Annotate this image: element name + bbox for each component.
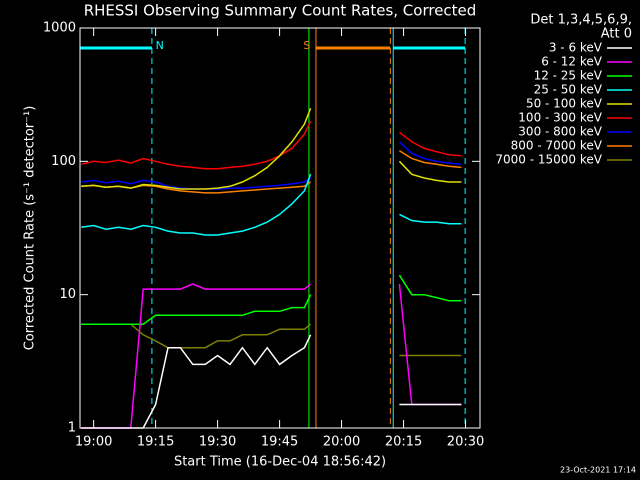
legend-label: 300 - 800 keV	[518, 125, 602, 139]
footer: 23-Oct-2021 17:14	[560, 466, 636, 475]
x-tick-label: 19:30	[199, 435, 236, 450]
x-tick-label: 20:15	[385, 435, 422, 450]
legend-label: 50 - 100 keV	[526, 97, 603, 111]
annotation: S	[303, 39, 310, 52]
legend-label: 12 - 25 keV	[534, 69, 603, 83]
series-line	[81, 174, 462, 236]
y-tick-label: 1	[68, 421, 76, 436]
x-tick-label: 19:15	[137, 435, 174, 450]
annotation: N	[156, 39, 164, 52]
series-line	[81, 274, 462, 325]
x-tick-label: 19:45	[261, 435, 298, 450]
legend-title: Att 0	[601, 27, 632, 42]
legend-label: 6 - 12 keV	[541, 55, 603, 69]
legend-title: Det 1,3,4,5,6,9,	[530, 13, 632, 28]
y-tick-label: 10	[59, 287, 76, 302]
x-tick-label: 19:00	[75, 435, 112, 450]
series-line	[81, 108, 462, 190]
legend-label: 3 - 6 keV	[549, 41, 603, 55]
x-tick-label: 20:00	[323, 435, 360, 450]
legend-label: 100 - 300 keV	[518, 111, 602, 125]
y-axis-label: Corrected Count Rate (s⁻¹ detector⁻¹)	[23, 106, 38, 351]
legend-label: 25 - 50 keV	[534, 83, 603, 97]
y-tick-label: 100	[51, 154, 76, 169]
chart-title: RHESSI Observing Summary Count Rates, Co…	[84, 2, 477, 20]
x-tick-label: 20:30	[447, 435, 484, 450]
legend-label: 7000 - 15000 keV	[495, 153, 602, 167]
legend-label: 800 - 7000 keV	[511, 139, 603, 153]
x-axis-label: Start Time (16-Dec-04 18:56:42)	[174, 455, 386, 470]
y-tick-label: 1000	[43, 21, 76, 36]
